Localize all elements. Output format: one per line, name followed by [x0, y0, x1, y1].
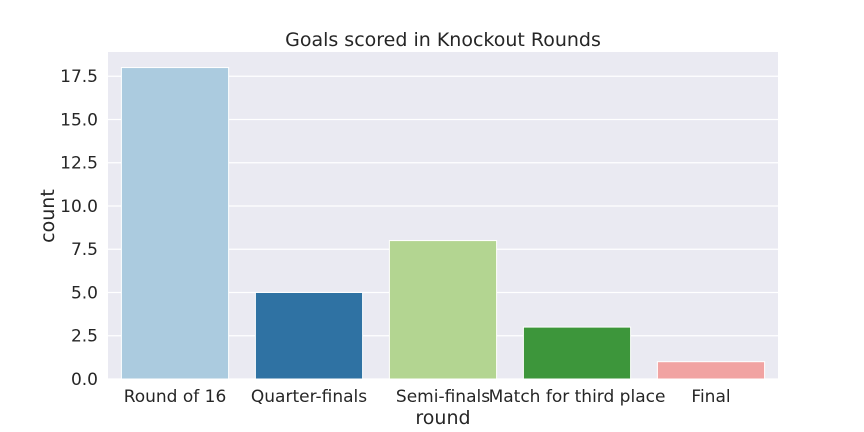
x-tick-label: Final: [691, 387, 730, 407]
chart-title: Goals scored in Knockout Rounds: [285, 29, 601, 51]
x-tick-label: Match for third place: [489, 387, 666, 407]
y-tick-label: 15.0: [60, 110, 98, 130]
y-axis-ticks: 0.0 2.5 5.0 7.5 10.0 12.5 15.0 17.5: [60, 67, 98, 390]
x-axis-label: round: [415, 407, 470, 429]
y-tick-label: 12.5: [60, 154, 98, 174]
x-axis-ticks: Round of 16 Quarter-finals Semi-finalsMatc…: [124, 387, 731, 407]
x-tick-label: Semi-finals: [396, 387, 490, 407]
bar: [522, 326, 632, 380]
y-tick-label: 10.0: [60, 197, 98, 217]
bar: [388, 240, 498, 380]
y-tick-label: 0.0: [71, 370, 98, 390]
y-tick-label: 2.5: [71, 327, 98, 347]
bars: [120, 67, 766, 380]
x-tick-label: Quarter-finals: [251, 387, 367, 407]
bar: [656, 361, 766, 380]
bar: [254, 291, 364, 380]
y-tick-label: 17.5: [60, 67, 98, 87]
x-tick-label: Round of 16: [124, 387, 227, 407]
y-tick-label: 5.0: [71, 283, 98, 303]
y-axis-label: count: [37, 189, 59, 243]
y-tick-label: 7.5: [71, 240, 98, 260]
bar: [120, 67, 230, 380]
